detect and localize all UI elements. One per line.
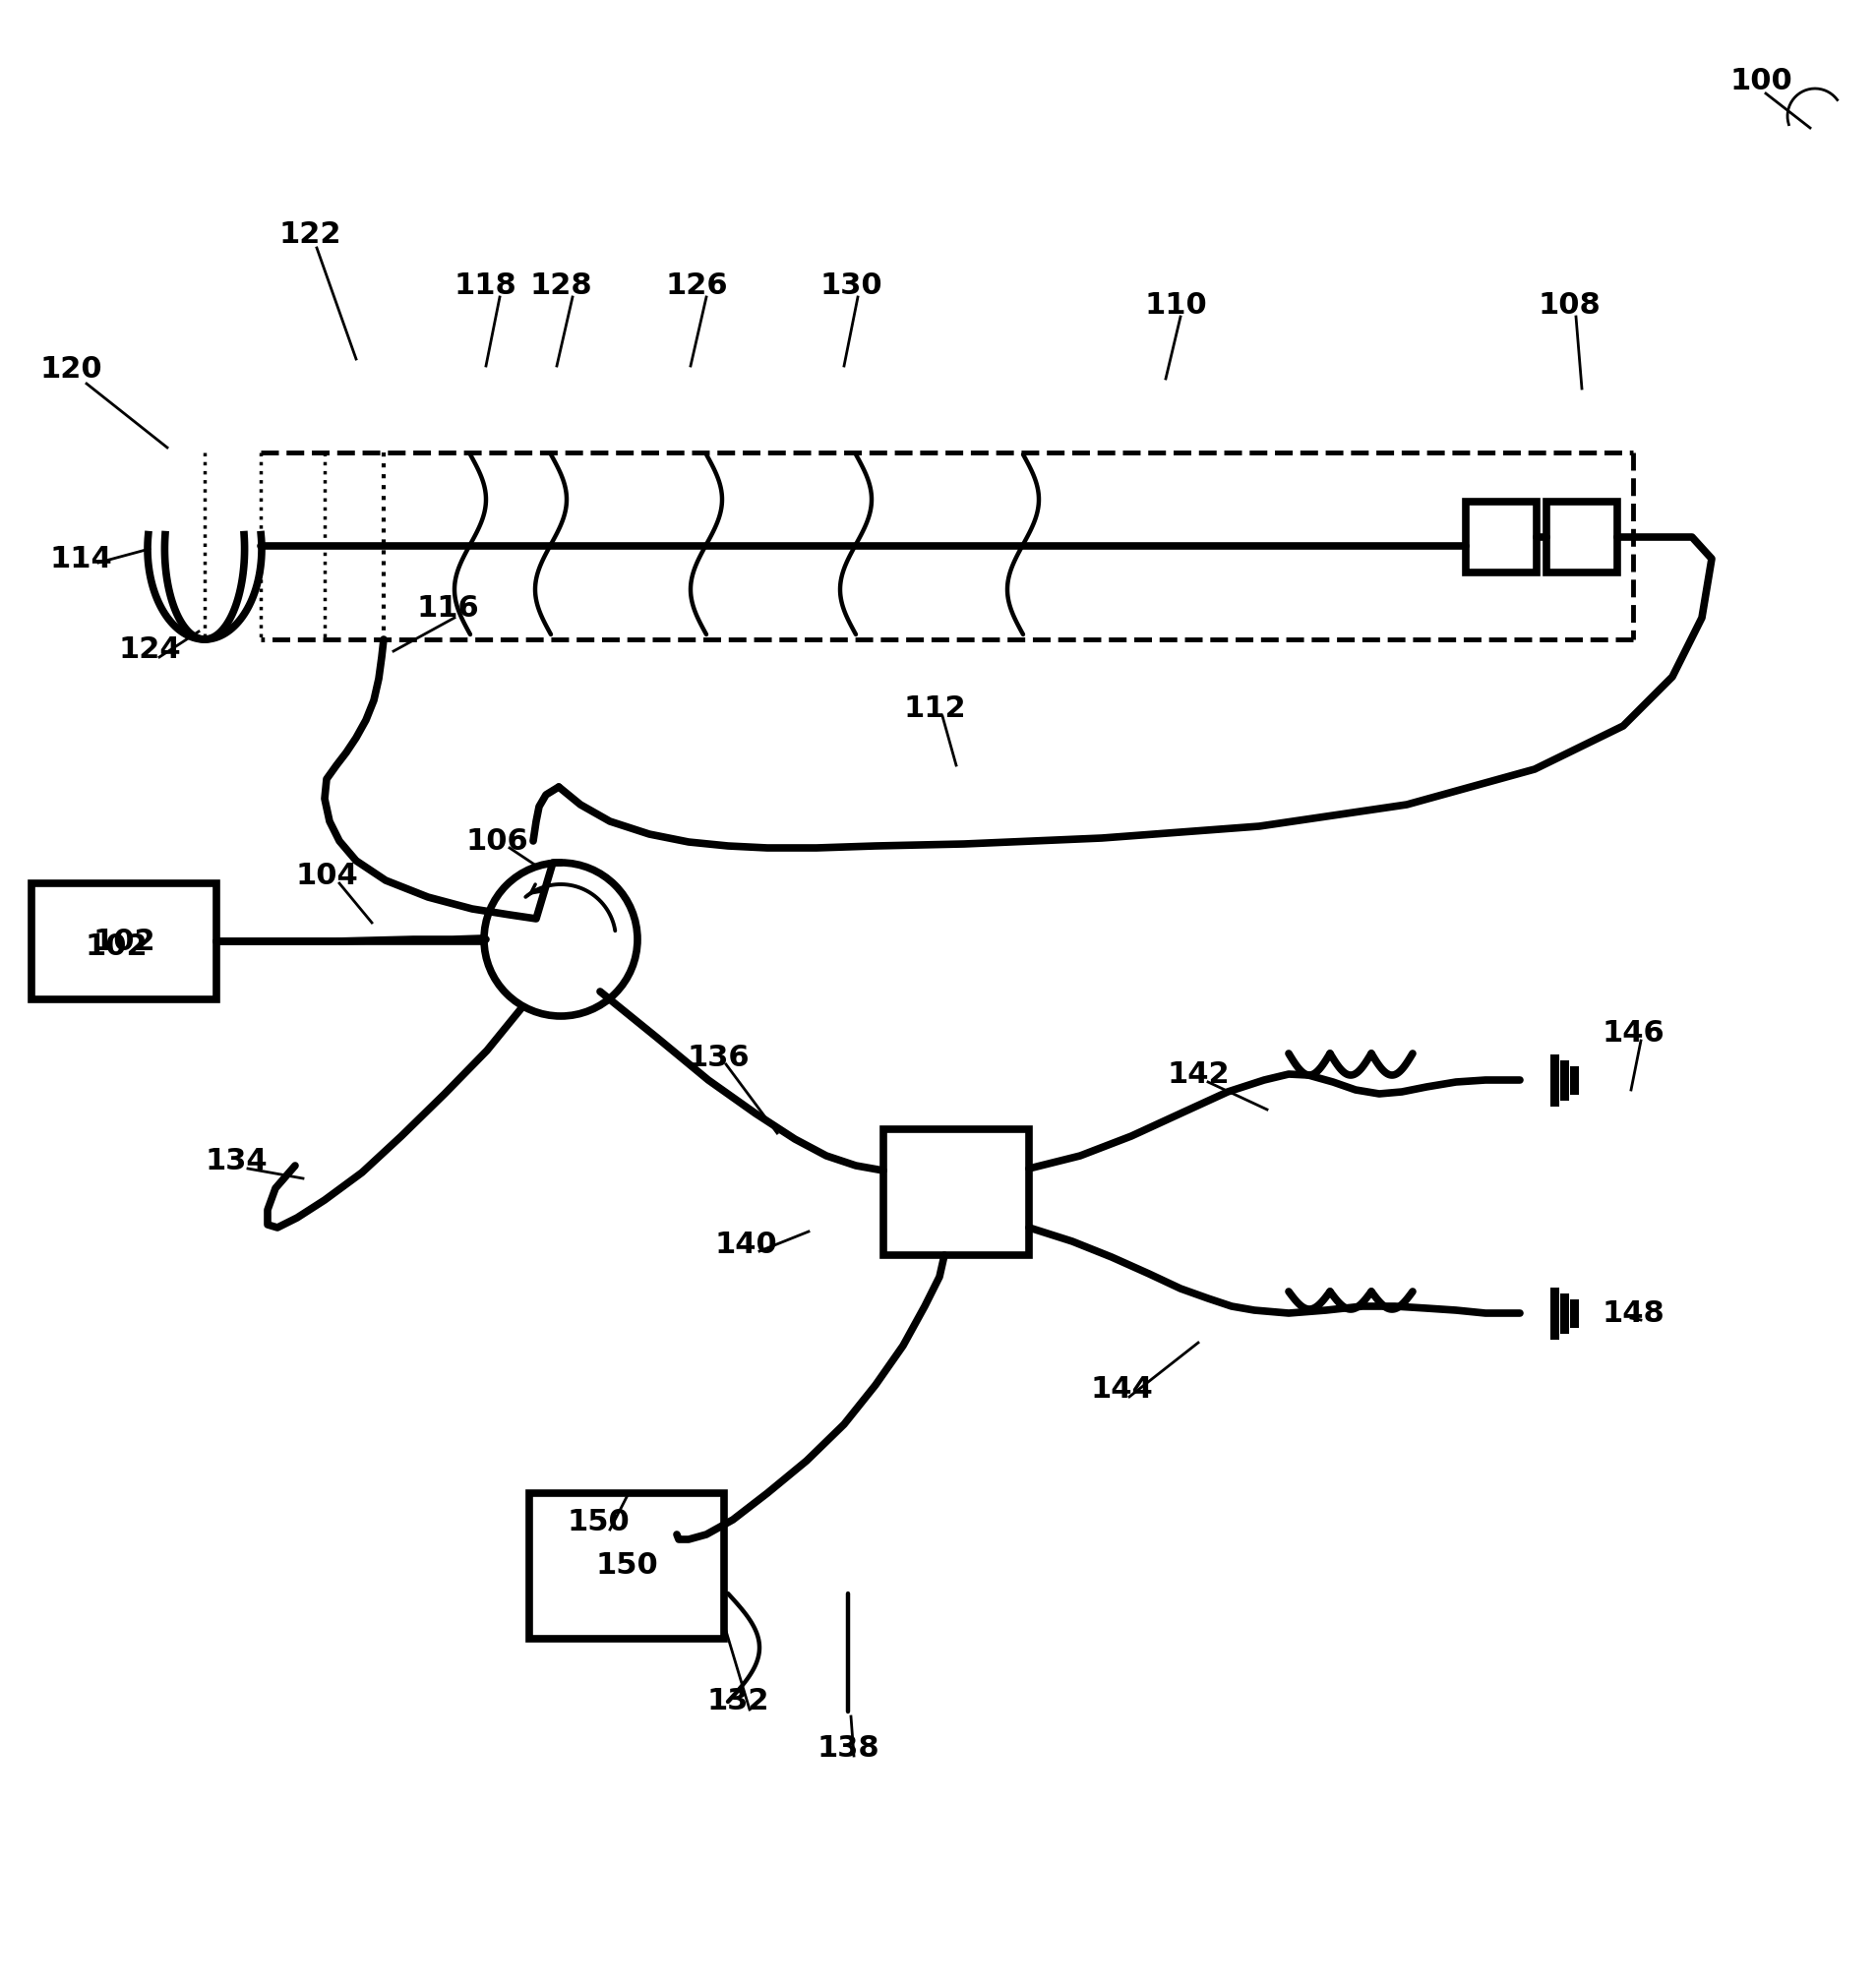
Text: 108: 108 — [1538, 292, 1600, 319]
Text: 112: 112 — [902, 694, 966, 722]
Text: 142: 142 — [1167, 1059, 1229, 1089]
Text: 126: 126 — [666, 272, 728, 300]
Text: 118: 118 — [454, 272, 516, 300]
Bar — [884, 1129, 1030, 1256]
Text: 102: 102 — [84, 932, 148, 960]
Bar — [529, 1494, 724, 1639]
Text: 122: 122 — [280, 220, 341, 248]
Text: 110: 110 — [1144, 292, 1206, 319]
Text: 100: 100 — [1730, 65, 1792, 95]
Text: 148: 148 — [1602, 1300, 1664, 1327]
Text: 140: 140 — [715, 1230, 777, 1258]
Bar — [32, 883, 216, 1000]
Text: 106: 106 — [465, 827, 529, 855]
Text: 130: 130 — [820, 272, 882, 300]
Text: 146: 146 — [1602, 1018, 1664, 1048]
Text: 102: 102 — [92, 927, 156, 956]
Text: 132: 132 — [707, 1688, 769, 1716]
Text: 150: 150 — [567, 1508, 630, 1538]
Text: 138: 138 — [816, 1734, 880, 1764]
Bar — [1546, 502, 1617, 573]
Bar — [1465, 502, 1536, 573]
Text: 120: 120 — [39, 355, 101, 383]
Text: 144: 144 — [1090, 1375, 1154, 1403]
Text: 136: 136 — [687, 1044, 749, 1071]
Text: 128: 128 — [529, 272, 593, 300]
Text: 114: 114 — [49, 544, 113, 573]
Text: 150: 150 — [595, 1551, 658, 1579]
Text: 124: 124 — [118, 635, 180, 663]
Text: 116: 116 — [416, 593, 478, 623]
Text: 104: 104 — [295, 861, 358, 889]
Text: 134: 134 — [204, 1147, 268, 1175]
